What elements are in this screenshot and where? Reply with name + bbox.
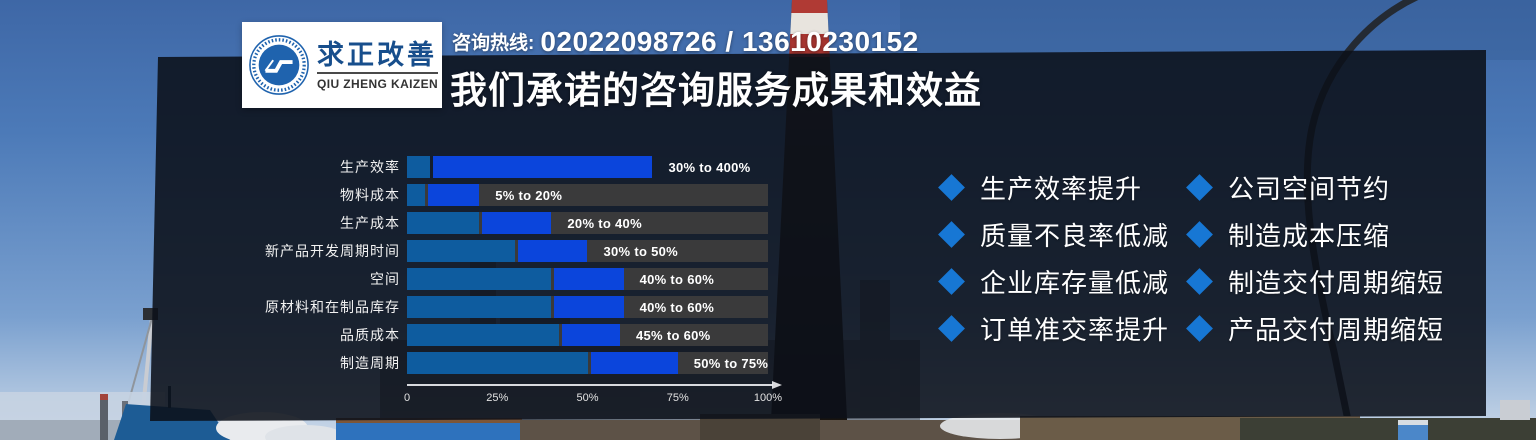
bar-range-segment (428, 184, 480, 206)
chart-row: 物料成本 5% to 20% (257, 184, 787, 206)
chart-row: 原材料和在制品库存 40% to 60% (257, 296, 787, 318)
value-label: 20% to 40% (567, 216, 642, 231)
bar-min-segment (407, 324, 559, 346)
diamond-bullet-icon (1186, 268, 1213, 295)
category-label: 物料成本 (340, 187, 400, 203)
logo-name-cn: 求正改善 (317, 39, 437, 70)
bar-min-segment (407, 184, 426, 206)
category-label: 原材料和在制品库存 (265, 299, 400, 315)
value-label: 40% to 60% (639, 272, 715, 287)
diamond-bullet-icon (938, 174, 965, 201)
chart-row: 生产效率 30% to 400% (257, 156, 787, 178)
value-label: 30% to 400% (668, 160, 751, 175)
chart-rows: 生产效率 30% to 400% 物料成本 5% to 20% 生产成本 20% to 4… (257, 156, 787, 374)
bar-track: 30% to 50% (407, 240, 768, 262)
benefit-item: 订单准交率提升 (938, 310, 1169, 347)
hotline-numbers: 02022098726 / 13610230152 (540, 26, 919, 57)
category-label: 新产品开发周期时间 (265, 243, 400, 259)
chart-row: 制造周期 50% to 75% (257, 352, 787, 374)
benefit-label: 质量不良率低减 (980, 221, 1170, 251)
results-chart: 生产效率 30% to 400% 物料成本 5% to 20% 生产成本 20% to 4… (257, 156, 787, 404)
diamond-bullet-icon (938, 315, 965, 342)
diamond-bullet-icon (938, 221, 965, 248)
x-axis-tick-label: 100% (753, 392, 783, 404)
benefit-item: 制造交付周期缩短 (1186, 263, 1444, 300)
value-label: 50% to 75% (693, 356, 769, 371)
bar-min-segment (407, 296, 552, 318)
value-label: 30% to 50% (603, 244, 679, 259)
bar-track: 40% to 60% (407, 296, 768, 318)
chart-row: 生产成本 20% to 40% (257, 212, 787, 234)
bar-track: 45% to 60% (407, 324, 768, 346)
benefit-item: 生产效率提升 (938, 169, 1169, 206)
benefit-item: 公司空间节约 (1186, 169, 1444, 206)
bar-min-segment (407, 212, 480, 234)
bar-range-segment (433, 156, 653, 178)
bar-range-segment (554, 268, 624, 290)
bar-track: 30% to 400% (407, 156, 768, 178)
x-axis: 0 25% 50% 75% 100% (403, 381, 782, 414)
benefit-label: 产品交付周期缩短 (1228, 315, 1445, 345)
chart-row: 品质成本 45% to 60% (257, 324, 787, 346)
bar-min-segment (407, 156, 431, 178)
value-label: 40% to 60% (639, 300, 715, 315)
bar-range-segment (554, 296, 624, 318)
benefit-label: 制造交付周期缩短 (1228, 268, 1445, 298)
diamond-bullet-icon (1186, 315, 1213, 342)
bar-range-segment (518, 240, 588, 262)
x-axis-tick-label: 75% (666, 392, 689, 404)
logo-emblem-icon (249, 35, 309, 95)
category-label: 空间 (370, 271, 400, 287)
benefit-item: 产品交付周期缩短 (1186, 310, 1444, 347)
benefit-label: 制造成本压缩 (1228, 221, 1391, 251)
bar-min-segment (407, 268, 552, 290)
benefit-label: 生产效率提升 (980, 174, 1143, 204)
bar-track: 50% to 75% (407, 352, 768, 374)
category-label: 生产成本 (340, 215, 400, 231)
benefits-column-left: 生产效率提升 质量不良率低减 企业库存量低减 订单准交率提升 (938, 169, 1169, 357)
bar-range-segment (561, 324, 620, 346)
logo-text: 求正改善 QIU ZHENG KAIZEN (317, 39, 439, 91)
chart-row: 新产品开发周期时间 30% to 50% (257, 240, 787, 262)
benefit-label: 企业库存量低减 (980, 268, 1170, 298)
category-label: 品质成本 (340, 327, 400, 343)
benefit-label: 订单准交率提升 (980, 315, 1170, 345)
benefits-column-right: 公司空间节约 制造成本压缩制造交付周期缩短 产品交付周期缩短 (1186, 169, 1444, 357)
chart-row: 空间 40% to 60% (257, 268, 787, 290)
benefit-item: 制造成本压缩 (1186, 216, 1444, 253)
benefit-label: 公司空间节约 (1228, 174, 1391, 204)
bar-min-segment (407, 352, 588, 374)
x-axis-tick-label: 25% (486, 392, 509, 404)
value-label: 5% to 20% (495, 188, 563, 203)
logo[interactable]: 求正改善 QIU ZHENG KAIZEN (242, 22, 442, 108)
diamond-bullet-icon (1186, 221, 1213, 248)
value-label: 45% to 60% (635, 328, 711, 343)
hotline: 咨询热线: 02022098726 / 13610230152 (452, 26, 919, 58)
category-label: 制造周期 (340, 355, 400, 371)
benefit-item: 企业库存量低减 (938, 263, 1169, 300)
bar-min-segment (407, 240, 516, 262)
x-axis-line (407, 384, 773, 386)
diamond-bullet-icon (938, 268, 965, 295)
x-axis-tick-label: 0 (403, 392, 411, 404)
diamond-bullet-icon (1186, 174, 1213, 201)
x-axis-arrow-icon (772, 381, 782, 389)
page-title: 我们承诺的咨询服务成果和效益 (450, 70, 982, 111)
logo-name-en: QIU ZHENG KAIZEN (317, 76, 439, 91)
bar-range-segment (590, 352, 678, 374)
bar-track: 5% to 20% (407, 184, 768, 206)
bar-track: 40% to 60% (407, 268, 768, 290)
category-label: 生产效率 (340, 159, 400, 175)
bar-track: 20% to 40% (407, 212, 768, 234)
logo-divider (317, 71, 439, 74)
x-axis-tick-label: 50% (576, 392, 599, 404)
bar-range-segment (482, 212, 552, 234)
hotline-label: 咨询热线: (452, 33, 535, 54)
benefit-item: 质量不良率低减 (938, 216, 1169, 253)
